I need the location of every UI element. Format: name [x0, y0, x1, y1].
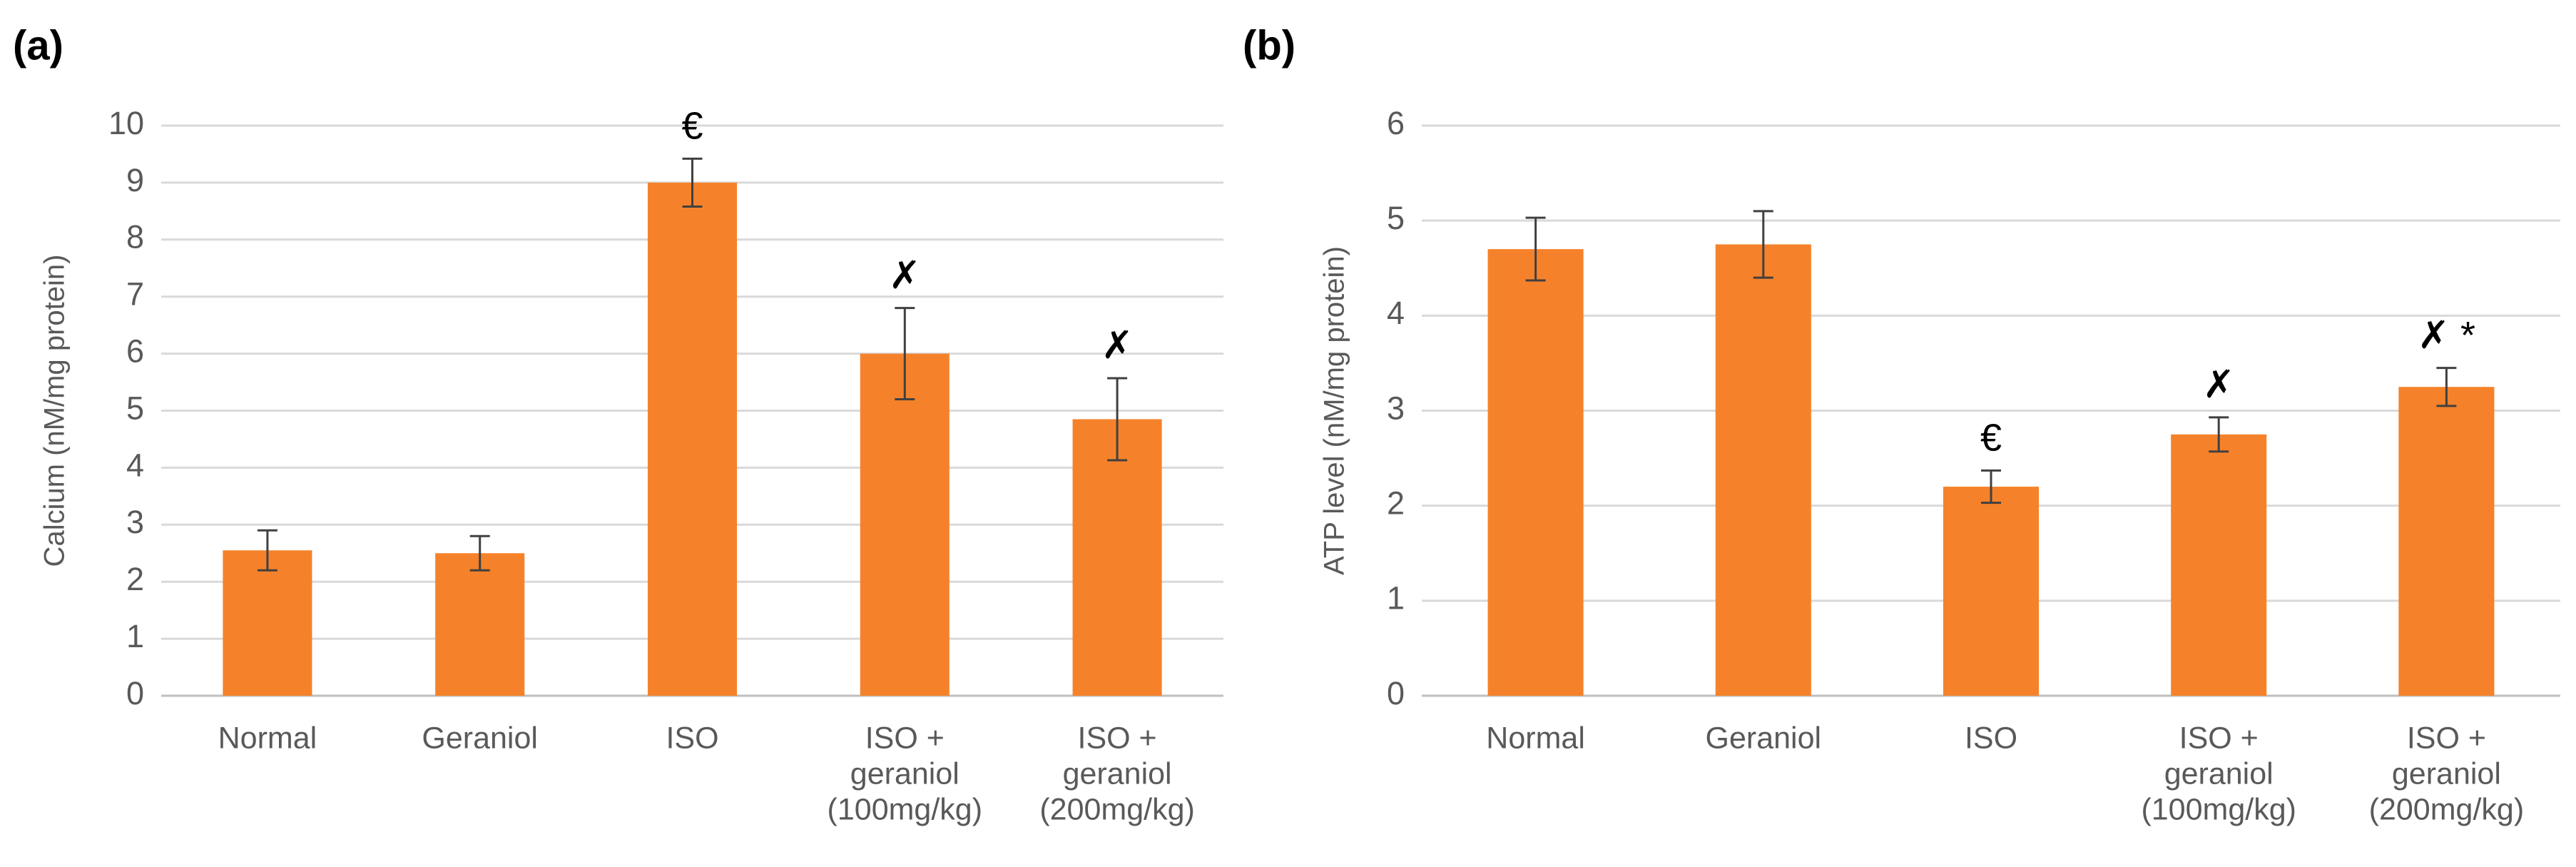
bar: [1072, 419, 1162, 696]
y-tick-label: 7: [126, 276, 144, 313]
x-tick-label: ISO +: [2407, 721, 2486, 755]
x-tick-label: (100mg/kg): [828, 792, 982, 826]
y-tick-label: 0: [126, 675, 144, 711]
y-tick-label: 8: [126, 219, 144, 255]
x-tick-label: geraniol: [2164, 756, 2274, 791]
y-tick-label: 2: [1387, 485, 1405, 522]
x-tick-label: Geraniol: [1706, 721, 1822, 755]
y-tick-label: 0: [1387, 675, 1405, 711]
x-tick-label: geraniol: [2392, 756, 2501, 791]
significance-mark: ✗ *: [2418, 314, 2475, 357]
bar: [647, 182, 738, 696]
significance-mark: ✗: [889, 254, 921, 297]
bar: [435, 553, 525, 696]
x-tick-label: Normal: [1486, 721, 1585, 755]
y-tick-label: 9: [126, 162, 144, 198]
x-tick-label: (200mg/kg): [1039, 792, 1194, 826]
y-axis-label: Calcium (nM/mg protein): [39, 255, 71, 567]
x-tick-label: (200mg/kg): [2369, 792, 2524, 826]
y-tick-label: 1: [126, 618, 144, 654]
significance-mark: ✗: [1101, 324, 1133, 367]
y-tick-label: 6: [1387, 105, 1405, 141]
y-tick-label: 1: [1387, 580, 1405, 617]
x-tick-label: ISO: [666, 721, 718, 755]
panel-label: (a): [13, 22, 63, 69]
y-tick-label: 5: [126, 390, 144, 426]
significance-mark: ✗: [2203, 363, 2235, 406]
y-tick-label: 5: [1387, 200, 1405, 236]
y-tick-label: 6: [126, 333, 144, 369]
x-tick-label: geraniol: [1063, 756, 1172, 791]
x-tick-label: (100mg/kg): [2141, 792, 2296, 826]
x-tick-label: ISO +: [1078, 721, 1157, 755]
significance-mark: €: [1980, 417, 2002, 460]
x-tick-label: geraniol: [850, 756, 959, 791]
y-tick-label: 4: [1387, 295, 1405, 331]
x-tick-label: ISO +: [2179, 721, 2259, 755]
x-tick-label: ISO +: [865, 721, 945, 755]
bar: [1715, 244, 1811, 696]
significance-mark: €: [681, 105, 703, 148]
bar: [2398, 387, 2495, 696]
y-tick-label: 2: [126, 561, 144, 597]
bar: [223, 550, 312, 696]
bar: [860, 353, 950, 696]
x-tick-label: Geraniol: [422, 721, 538, 755]
bar: [1943, 487, 2040, 696]
y-tick-label: 4: [126, 447, 144, 483]
bar: [2171, 434, 2267, 696]
y-tick-label: 3: [126, 504, 144, 540]
y-tick-label: 3: [1387, 390, 1405, 426]
bar: [1487, 249, 1584, 696]
x-tick-label: Normal: [218, 721, 317, 755]
panel-label: (b): [1243, 22, 1295, 69]
x-tick-label: ISO: [1965, 721, 2017, 755]
y-axis-label: ATP level (nM/mg protein): [1319, 246, 1350, 575]
y-tick-label: 10: [108, 105, 144, 141]
